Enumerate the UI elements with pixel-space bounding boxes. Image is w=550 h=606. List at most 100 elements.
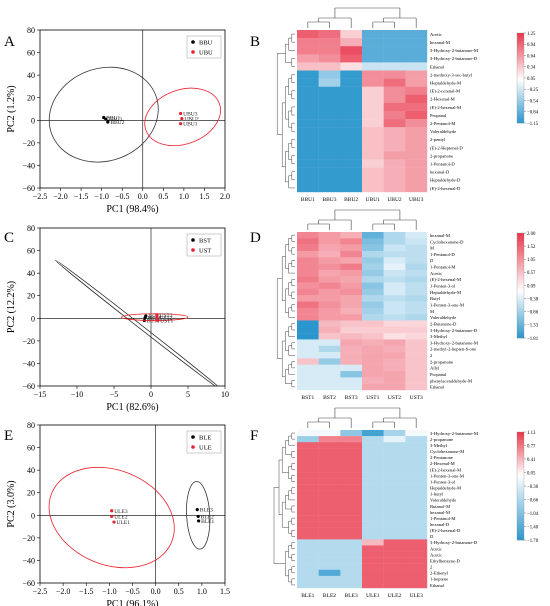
heatmap-cell bbox=[340, 135, 363, 144]
colorbar-segment bbox=[517, 100, 524, 104]
data-point bbox=[104, 117, 108, 121]
colorbar-segment bbox=[517, 507, 524, 511]
heatmap-cell bbox=[297, 484, 319, 491]
heatmap-cell bbox=[318, 454, 341, 461]
heatmap-cell bbox=[362, 167, 384, 176]
heatmap-cell bbox=[405, 364, 428, 372]
row-label: Propanal bbox=[430, 372, 447, 377]
row-label: 3-Hydroxy-2-butanone-M bbox=[430, 340, 478, 345]
heatmap-cell bbox=[362, 151, 384, 160]
heatmap-cell bbox=[383, 263, 406, 271]
x-tick-label: 0.5 bbox=[158, 192, 168, 201]
point-label: ULE1 bbox=[117, 520, 131, 526]
heatmap-cell bbox=[362, 127, 384, 136]
heatmap-cell bbox=[318, 333, 341, 340]
legend-marker bbox=[191, 248, 195, 252]
heatmap-cell bbox=[340, 551, 363, 558]
heatmap-cell bbox=[405, 377, 428, 384]
colorbar-segment bbox=[517, 459, 524, 462]
row-label: 2-Pentanol-M bbox=[430, 121, 456, 126]
heatmap-cell bbox=[383, 295, 406, 302]
heatmap-cell bbox=[297, 472, 319, 479]
heatmap-cell bbox=[340, 490, 363, 498]
heatmap-cell bbox=[383, 276, 406, 283]
heatmap-cell bbox=[383, 38, 406, 47]
heatmap-cell bbox=[362, 288, 384, 296]
colorbar-segment bbox=[517, 235, 524, 239]
heatmap-cell bbox=[297, 448, 319, 455]
heatmap-cell bbox=[405, 282, 428, 290]
heatmap-cell bbox=[340, 521, 363, 528]
colorbar-tick-label: 1.13 bbox=[527, 431, 536, 436]
heatmap-cell bbox=[318, 533, 341, 540]
row-label: Heptaldehyde-M bbox=[430, 290, 461, 295]
colorbar-segment bbox=[517, 282, 524, 286]
heatmap-cell bbox=[340, 533, 363, 540]
heatmap-cell bbox=[405, 326, 428, 334]
heatmap-cell bbox=[318, 167, 341, 176]
heatmap-cell bbox=[297, 496, 319, 504]
heatmap-cell bbox=[383, 515, 406, 522]
heatmap-cell bbox=[405, 383, 428, 391]
colorbar-segment bbox=[517, 330, 524, 334]
heatmap-cell bbox=[405, 539, 428, 546]
heatmap-cell bbox=[362, 430, 384, 437]
colorbar-segment bbox=[517, 483, 524, 487]
colorbar-segment bbox=[517, 46, 524, 50]
heatmap-cell bbox=[318, 358, 341, 365]
heatmap-cell bbox=[383, 490, 406, 498]
heatmap-cell bbox=[340, 460, 363, 467]
panel-label-c: C bbox=[4, 230, 14, 246]
x-tick-label: −0.5 bbox=[125, 587, 140, 596]
heatmap-cell bbox=[383, 94, 406, 104]
heatmap-cell bbox=[297, 557, 319, 564]
colorbar-tick-label: −0.66 bbox=[527, 498, 539, 503]
heatmap-cell bbox=[405, 111, 428, 120]
colorbar-tick-label: −0.30 bbox=[527, 485, 539, 490]
heatmap-cell bbox=[318, 238, 341, 245]
colorbar-segment bbox=[517, 51, 524, 54]
heatmap-cell bbox=[362, 377, 384, 384]
heatmap-cell bbox=[340, 30, 363, 39]
heatmap-cell bbox=[362, 490, 384, 498]
heatmap-cell bbox=[318, 521, 341, 528]
heatmap-cell bbox=[340, 358, 363, 365]
heatmap-cell bbox=[340, 269, 363, 277]
row-label: 1-Penten-3-ol bbox=[430, 284, 456, 289]
heatmap-cell bbox=[405, 442, 428, 449]
heatmap-cell bbox=[362, 442, 384, 449]
heatmap-cell bbox=[297, 307, 319, 315]
heatmap-cell bbox=[383, 244, 406, 252]
row-label: Valeraldehyde bbox=[430, 498, 456, 503]
y-axis-label: PC2 (1.2%) bbox=[6, 85, 17, 132]
heatmap-cell bbox=[318, 430, 341, 437]
colorbar-segment bbox=[517, 256, 524, 260]
heatmap-cell bbox=[405, 301, 428, 309]
heatmap-cell bbox=[362, 557, 384, 564]
heatmap-cell bbox=[318, 539, 341, 546]
heatmap-cell bbox=[340, 159, 363, 168]
heatmap-cell bbox=[362, 282, 384, 290]
confidence-ellipse-ble bbox=[186, 481, 211, 550]
scatter-A: −2.5 −2.0 −1.5 −1.0 −0.5 0.0 0.5 1.0 1.5 2.0 −60 −4… bbox=[6, 26, 230, 215]
colorbar-segment bbox=[517, 42, 524, 45]
heatmap-cell bbox=[318, 490, 341, 498]
heatmap-cell bbox=[362, 320, 384, 327]
row-label: Butanol-M bbox=[430, 504, 450, 509]
legend-entry: BST bbox=[199, 238, 211, 245]
row-label: (E)-2-octenal-M bbox=[430, 89, 460, 94]
row-label: 2-Hexenal-M bbox=[430, 461, 455, 466]
heatmap-cell bbox=[340, 515, 363, 522]
heatmap-cell bbox=[383, 143, 406, 152]
heatmap-cell bbox=[340, 545, 363, 552]
heatmap-cell bbox=[383, 557, 406, 564]
heatmap-cell bbox=[340, 86, 363, 95]
heatmap-cell bbox=[362, 551, 384, 558]
heatmap-cell bbox=[362, 569, 384, 577]
colorbar-segment bbox=[517, 306, 524, 310]
heatmap-cell bbox=[340, 436, 363, 443]
heatmap-cell bbox=[318, 263, 341, 271]
heatmap-cell bbox=[405, 575, 428, 583]
heatmap-cell bbox=[362, 460, 384, 467]
heatmap-cell bbox=[383, 484, 406, 491]
